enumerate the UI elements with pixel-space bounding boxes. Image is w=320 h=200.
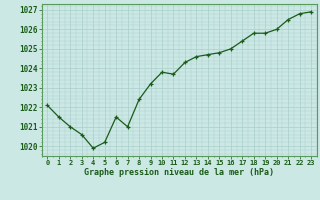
- X-axis label: Graphe pression niveau de la mer (hPa): Graphe pression niveau de la mer (hPa): [84, 168, 274, 177]
